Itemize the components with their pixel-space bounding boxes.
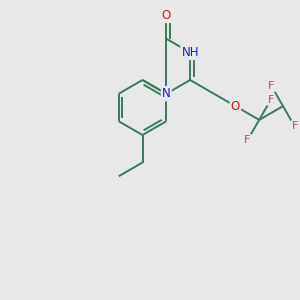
Text: N: N	[162, 87, 171, 100]
Text: F: F	[292, 122, 298, 131]
Text: NH: NH	[182, 46, 199, 59]
Text: O: O	[231, 100, 240, 112]
Text: F: F	[268, 94, 274, 105]
Text: O: O	[162, 9, 171, 22]
Text: F: F	[268, 81, 274, 91]
Text: F: F	[244, 135, 251, 145]
